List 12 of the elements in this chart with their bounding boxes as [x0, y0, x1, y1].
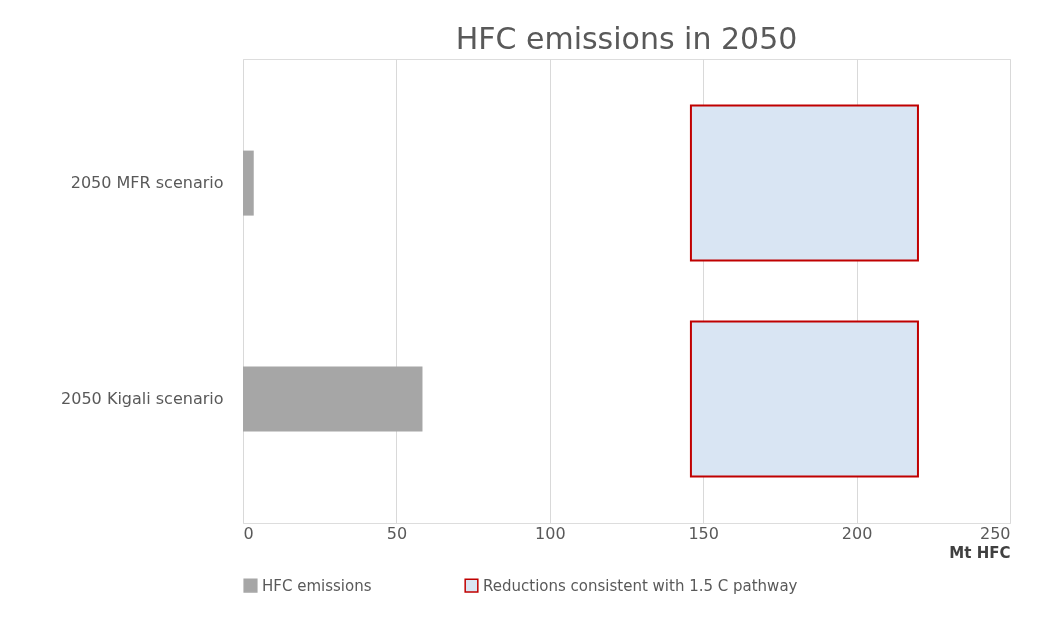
- x-axis-title: Mt HFC: [949, 543, 1011, 562]
- legend-label: Reductions consistent with 1.5 C pathway: [483, 576, 798, 595]
- x-tick-label: 0: [243, 523, 254, 543]
- x-tick-label: 200: [841, 523, 873, 543]
- y-tick-label: 2050 Kigali scenario: [61, 388, 224, 408]
- x-tick-label: 250: [979, 523, 1011, 543]
- y-tick-label: 2050 MFR scenario: [70, 173, 224, 193]
- x-tick-label: 150: [688, 523, 719, 543]
- chart-title: HFC emissions in 2050: [455, 21, 798, 56]
- legend-label: HFC emissions: [262, 576, 372, 595]
- x-tick-label: 50: [386, 523, 408, 543]
- x-tick-label: 100: [535, 523, 566, 543]
